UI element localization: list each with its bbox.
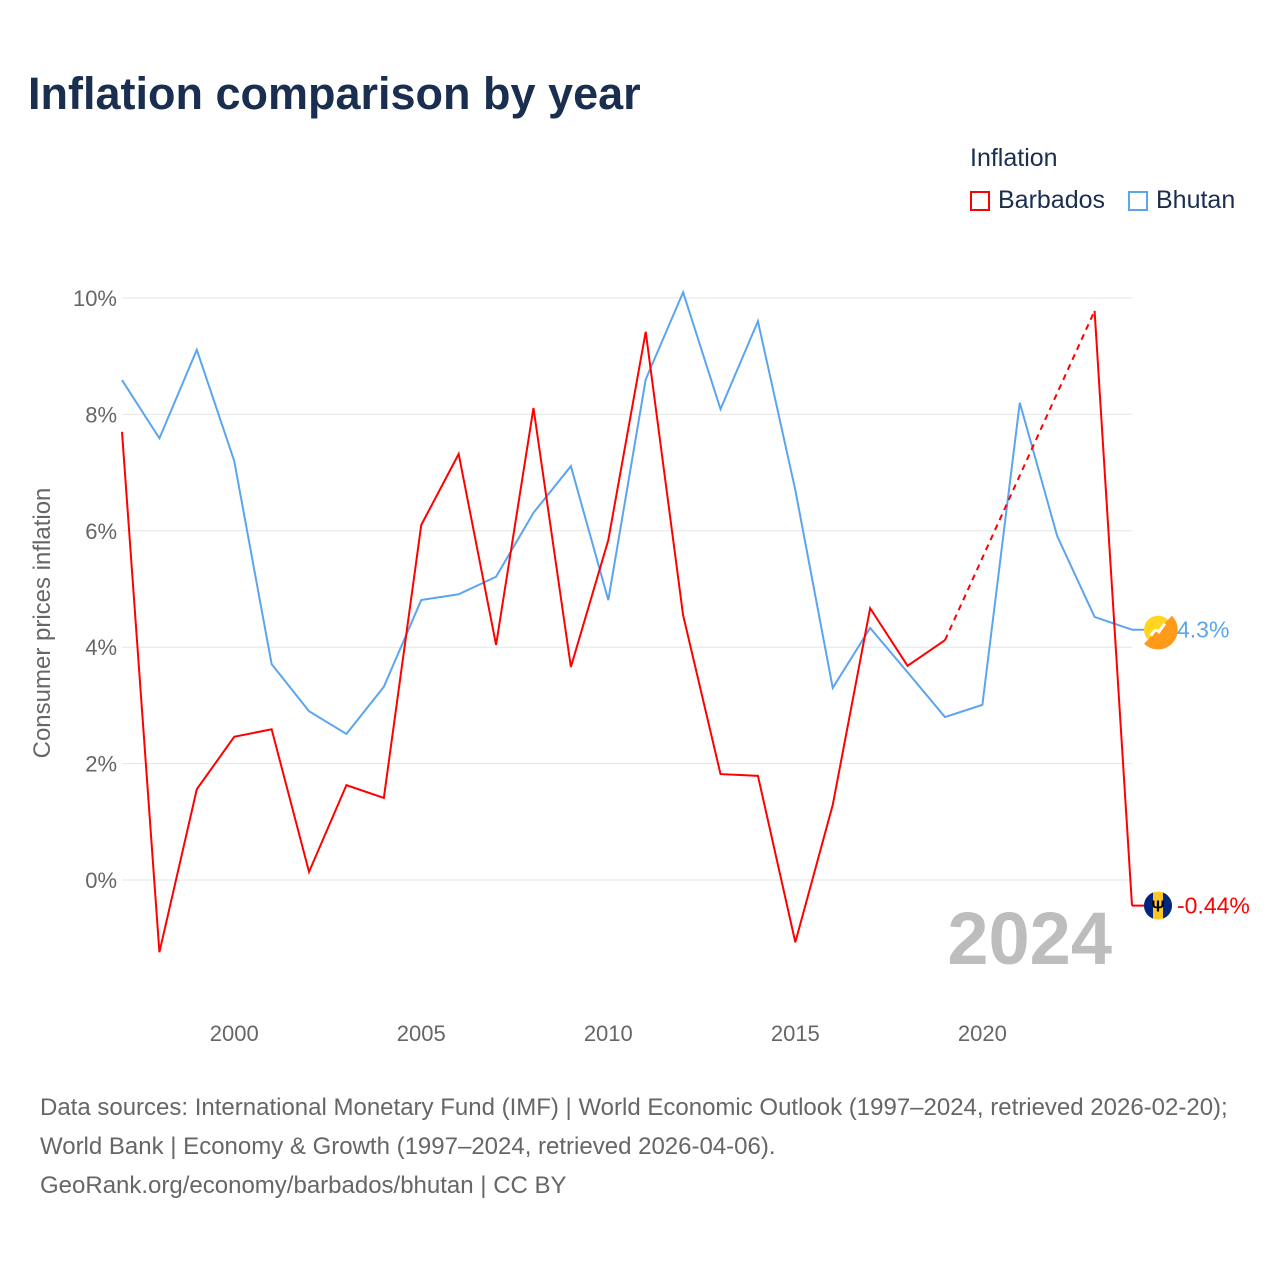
line-chart: 0% 2% 4% 6% 8% 10% 2000 2005 2010 2015 2020 2024 C… [29, 286, 1250, 1046]
series-gap-barbados [944, 310, 1096, 641]
x-tick-label: 2000 [210, 1021, 259, 1046]
y-tick-label: 4% [85, 635, 117, 660]
x-tick-label: 2020 [958, 1021, 1007, 1046]
y-tick-label: 2% [85, 752, 117, 777]
barbados-flag-icon: Ψ [1144, 891, 1172, 920]
legend-item-bhutan[interactable]: Bhutan [1128, 186, 1235, 215]
series-line-barbados [1093, 310, 1133, 906]
y-tick-label: 6% [85, 519, 117, 544]
year-watermark: 2024 [947, 897, 1112, 980]
y-tick-label: 10% [73, 286, 117, 311]
y-axis-label: Consumer prices inflation [29, 488, 56, 759]
legend-item-barbados[interactable]: Barbados [970, 186, 1105, 215]
x-tick-label: 2015 [771, 1021, 820, 1046]
source-text: Data sources: International Monetary Fun… [40, 1094, 1228, 1160]
x-tick-label: 2005 [397, 1021, 446, 1046]
source-link[interactable]: GeoRank.org/economy/barbados/bhutan | CC… [40, 1172, 567, 1199]
legend-label-barbados: Barbados [998, 186, 1106, 214]
end-value-label-bhutan: 4.3% [1177, 617, 1229, 643]
legend-swatch-barbados [970, 190, 990, 211]
y-tick-label: 0% [85, 868, 117, 893]
chart-title: Inflation comparison by year [28, 68, 641, 119]
series-line-bhutan [121, 289, 1133, 736]
svg-text:Ψ: Ψ [1152, 899, 1165, 916]
x-tick-label: 2010 [584, 1021, 633, 1046]
legend-swatch-bhutan [1128, 190, 1148, 211]
bhutan-flag-icon [1144, 615, 1178, 650]
legend-title: Inflation [970, 144, 1058, 172]
end-value-label-barbados: -0.44% [1177, 893, 1250, 919]
series-line-barbados [121, 331, 946, 953]
legend-label-bhutan: Bhutan [1156, 186, 1236, 214]
source-note: Data sources: International Monetary Fun… [40, 1088, 1250, 1205]
y-tick-label: 8% [85, 402, 117, 427]
